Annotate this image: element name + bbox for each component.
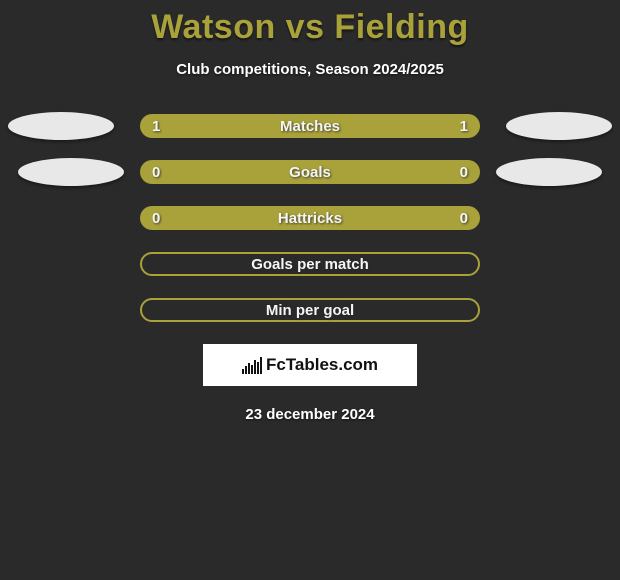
stat-label: Goals	[289, 164, 331, 181]
brand-text: FcTables.com	[266, 355, 378, 375]
stat-pill: 1 Matches 1	[140, 114, 480, 138]
stat-pill-outline: Min per goal	[140, 298, 480, 322]
brand-link[interactable]: FcTables.com	[203, 344, 417, 386]
stat-value-left: 0	[152, 210, 160, 227]
subtitle: Club competitions, Season 2024/2025	[0, 61, 620, 78]
stat-label: Min per goal	[266, 302, 354, 319]
date-text: 23 december 2024	[0, 406, 620, 423]
stat-pill: 0 Hattricks 0	[140, 206, 480, 230]
stat-row-goals: 0 Goals 0	[0, 160, 620, 184]
stat-row-matches: 1 Matches 1	[0, 114, 620, 138]
stat-value-left: 0	[152, 164, 160, 181]
page-title: Watson vs Fielding	[0, 8, 620, 47]
stat-label: Hattricks	[278, 210, 342, 227]
stat-value-left: 1	[152, 118, 160, 135]
stat-pill: 0 Goals 0	[140, 160, 480, 184]
stat-row-min-per-goal: Min per goal	[0, 298, 620, 322]
stat-label: Matches	[280, 118, 340, 135]
stat-pill-outline: Goals per match	[140, 252, 480, 276]
stat-value-right: 1	[460, 118, 468, 135]
stat-row-goals-per-match: Goals per match	[0, 252, 620, 276]
stat-value-right: 0	[460, 164, 468, 181]
stat-label: Goals per match	[251, 256, 369, 273]
bars-icon	[242, 356, 262, 374]
stat-value-right: 0	[460, 210, 468, 227]
stats-rows: 1 Matches 1 0 Goals 0 0 Hattricks 0 Goal…	[0, 114, 620, 322]
comparison-widget: Watson vs Fielding Club competitions, Se…	[0, 0, 620, 423]
stat-row-hattricks: 0 Hattricks 0	[0, 206, 620, 230]
